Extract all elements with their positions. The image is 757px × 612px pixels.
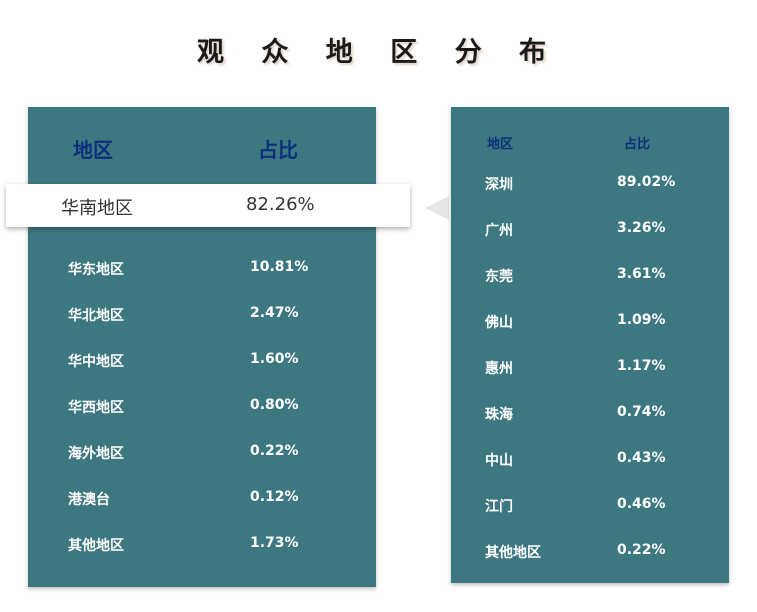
table-row-region: 华北地区 bbox=[68, 308, 124, 324]
table-row-share: 1.17% bbox=[617, 358, 666, 374]
table-row-region: 其他地区 bbox=[68, 538, 124, 554]
table-row-region: 深圳 bbox=[485, 177, 513, 193]
table-row-region: 惠州 bbox=[485, 361, 513, 377]
pointer-arrow-icon bbox=[425, 196, 449, 220]
table-row-share: 89.02% bbox=[617, 174, 676, 190]
column-header-share: 占比 bbox=[258, 138, 298, 162]
table-row-region: 其他地区 bbox=[485, 545, 541, 561]
table-row-share: 1.73% bbox=[250, 535, 299, 551]
region-table-panel: 地区 占比 华东地区 10.81% 华北地区 2.47% 华中地区 1.60% … bbox=[28, 107, 376, 587]
highlighted-row-share: 82.26% bbox=[246, 194, 315, 215]
table-row-share: 0.46% bbox=[617, 496, 666, 512]
table-row-share: 10.81% bbox=[250, 259, 309, 275]
city-table-panel: 地区 占比 深圳 89.02% 广州 3.26% 东莞 3.61% 佛山 1.0… bbox=[451, 107, 729, 583]
table-row-region: 华西地区 bbox=[68, 400, 124, 416]
table-row-region: 东莞 bbox=[485, 269, 513, 285]
column-header-region: 地区 bbox=[487, 137, 514, 152]
table-row-region: 海外地区 bbox=[68, 446, 124, 462]
table-row-share: 0.74% bbox=[617, 404, 666, 420]
highlighted-row: 华南地区 82.26% bbox=[6, 184, 410, 227]
table-row-region: 佛山 bbox=[485, 315, 513, 331]
table-row-share: 0.43% bbox=[617, 450, 666, 466]
column-header-share: 占比 bbox=[624, 137, 651, 152]
table-row-region: 华东地区 bbox=[68, 262, 124, 278]
table-row-share: 1.09% bbox=[617, 312, 666, 328]
table-row-share: 0.22% bbox=[617, 542, 666, 558]
table-row-share: 2.47% bbox=[250, 305, 299, 321]
highlighted-row-region: 华南地区 bbox=[61, 198, 133, 219]
table-row-share: 0.12% bbox=[250, 489, 299, 505]
table-row-region: 华中地区 bbox=[68, 354, 124, 370]
table-row-region: 珠海 bbox=[485, 407, 513, 423]
table-row-region: 港澳台 bbox=[68, 492, 110, 508]
column-header-region: 地区 bbox=[73, 138, 113, 162]
table-row-region: 中山 bbox=[485, 453, 513, 469]
table-row-share: 0.22% bbox=[250, 443, 299, 459]
table-row-region: 江门 bbox=[485, 499, 513, 515]
table-row-share: 3.26% bbox=[617, 220, 666, 236]
table-row-region: 广州 bbox=[485, 223, 513, 239]
table-row-share: 3.61% bbox=[617, 266, 666, 282]
table-row-share: 0.80% bbox=[250, 397, 299, 413]
table-row-share: 1.60% bbox=[250, 351, 299, 367]
page-title: 观 众 地 区 分 布 bbox=[197, 37, 560, 68]
